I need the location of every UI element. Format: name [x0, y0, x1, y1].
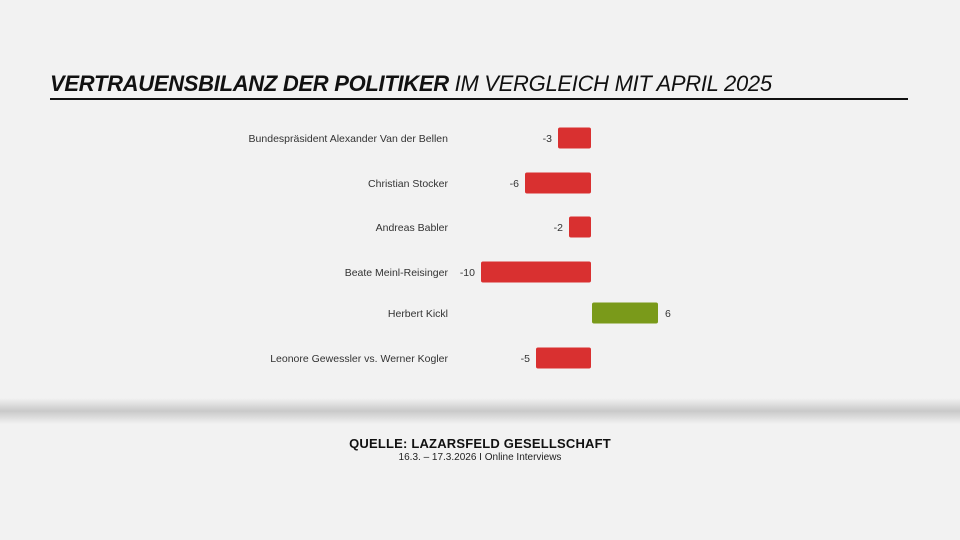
value-label: -5	[521, 353, 530, 365]
source-detail: 16.3. – 17.3.2026 I Online Interviews	[398, 452, 562, 463]
category-label: Leonore Gewessler vs. Werner Kogler	[270, 353, 448, 365]
title-regular: IM VERGLEICH MIT APRIL 2025	[454, 71, 772, 96]
value-label: -10	[460, 267, 475, 279]
value-label: 6	[665, 308, 671, 320]
category-label: Herbert Kickl	[388, 308, 448, 320]
bar	[536, 347, 591, 369]
bar	[525, 172, 591, 194]
category-label: Andreas Babler	[376, 222, 449, 234]
divider-band	[0, 398, 960, 424]
bar-chart: Bundespräsident Alexander Van der Bellen…	[249, 127, 671, 369]
category-label: Bundespräsident Alexander Van der Bellen	[249, 133, 449, 145]
category-label: Beate Meinl-Reisinger	[345, 267, 449, 279]
title-bold: VERTRAUENSBILANZ DER POLITIKER	[50, 71, 449, 96]
title-underline	[50, 98, 908, 100]
bar	[558, 127, 591, 149]
bar	[592, 302, 658, 324]
source-block: QUELLE: LAZARSFELD GESELLSCHAFT 16.3. – …	[0, 436, 960, 463]
value-label: -3	[543, 133, 552, 145]
source-title: QUELLE: LAZARSFELD GESELLSCHAFT	[349, 436, 611, 451]
category-label: Christian Stocker	[368, 178, 448, 190]
chart-title: VERTRAUENSBILANZ DER POLITIKER IM VERGLE…	[50, 70, 908, 98]
value-label: -2	[554, 222, 563, 234]
value-label: -6	[510, 178, 519, 190]
bar	[481, 261, 591, 283]
bar	[569, 216, 591, 238]
